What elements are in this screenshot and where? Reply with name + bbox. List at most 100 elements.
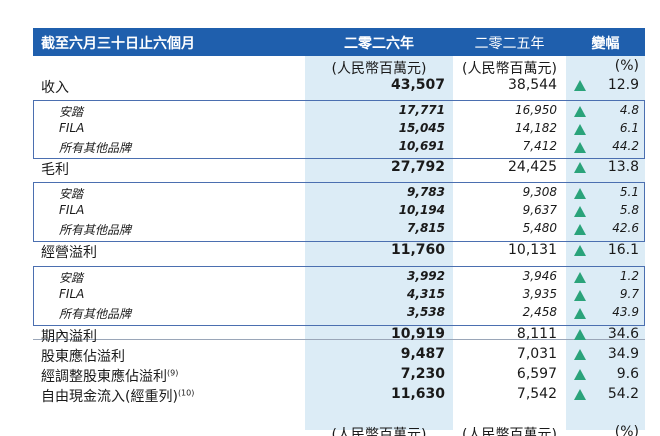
row-label: 自由現金流入(經重列)(10) xyxy=(41,386,194,406)
row-label-text: 所有其他品牌 xyxy=(59,223,132,237)
up-arrow-icon xyxy=(574,224,586,235)
cut-unit-2025: (人民幣百萬元) xyxy=(462,427,557,436)
change-percent: 4.8 xyxy=(619,103,639,117)
value-2025: 3,946 xyxy=(522,269,557,283)
table-row: 股東應佔溢利 9,487 7,031 34.9 xyxy=(33,346,645,366)
value-2025: 24,425 xyxy=(508,159,557,175)
up-arrow-icon xyxy=(574,290,586,301)
value-2025: 8,111 xyxy=(516,326,557,342)
value-2025: 6,597 xyxy=(516,366,557,382)
table-row: 所有其他品牌 10,691 7,412 44.2 xyxy=(33,139,645,157)
table-row: FILA 4,315 3,935 9.7 xyxy=(33,287,645,305)
up-arrow-icon xyxy=(574,349,586,360)
row-label-text: 期內溢利 xyxy=(41,329,97,345)
table-row: FILA 15,045 14,182 6.1 xyxy=(33,121,645,139)
row-label: 期內溢利 xyxy=(41,326,97,346)
up-arrow-icon xyxy=(574,206,586,217)
value-2026: 10,691 xyxy=(398,139,445,153)
cut-unit-2026: (人民幣百萬元) xyxy=(331,427,427,436)
value-2026: 3,992 xyxy=(407,269,445,283)
row-label: 經營溢利 xyxy=(41,242,97,262)
row-label-text: FILA xyxy=(59,287,85,301)
value-2026: 9,783 xyxy=(407,185,445,199)
up-arrow-icon xyxy=(574,142,586,153)
value-2025: 9,308 xyxy=(522,185,557,199)
table-row: 自由現金流入(經重列)(10) 11,630 7,542 54.2 xyxy=(33,386,645,406)
value-2025: 10,131 xyxy=(508,242,557,258)
table-row: FILA 10,194 9,637 5.8 xyxy=(33,203,645,221)
row-label-text: 毛利 xyxy=(41,162,69,178)
table-row: 經營溢利 11,760 10,131 16.1 xyxy=(33,242,645,262)
value-2025: 2,458 xyxy=(522,305,557,319)
up-arrow-icon xyxy=(574,162,586,173)
row-label-text: 安踏 xyxy=(59,105,84,119)
value-2026: 9,487 xyxy=(400,346,445,362)
table-row: 收入 43,507 38,544 12.9 xyxy=(33,77,645,96)
value-2026: 15,045 xyxy=(398,121,445,135)
change-percent: 9.6 xyxy=(616,366,639,382)
table-header: 截至六月三十日止六個月 二零二六年 二零二五年 變幅 xyxy=(33,28,645,56)
unit-change: (%) xyxy=(614,58,639,74)
row-label-text: 自由現金流入(經重列) xyxy=(41,389,178,405)
table-row: 安踏 17,771 16,950 4.8 xyxy=(33,103,645,121)
change-percent: 1.2 xyxy=(619,269,639,283)
value-2026: 17,771 xyxy=(398,103,445,117)
change-percent: 54.2 xyxy=(607,386,639,402)
value-2025: 7,412 xyxy=(522,139,557,153)
value-2025: 9,637 xyxy=(522,203,557,217)
value-2025: 3,935 xyxy=(522,287,557,301)
row-label-text: FILA xyxy=(59,121,85,135)
up-arrow-icon xyxy=(574,245,586,256)
value-2025: 38,544 xyxy=(508,77,557,93)
up-arrow-icon xyxy=(574,188,586,199)
up-arrow-icon xyxy=(574,308,586,319)
value-2025: 14,182 xyxy=(515,121,557,135)
value-2026: 11,630 xyxy=(390,386,445,402)
value-2026: 7,815 xyxy=(407,221,445,235)
table-row: 毛利 27,792 24,425 13.8 xyxy=(33,159,645,178)
value-2025: 7,542 xyxy=(516,386,557,402)
change-percent: 44.2 xyxy=(612,139,639,153)
row-label: 所有其他品牌 xyxy=(59,305,131,322)
row-label-text: 股東應佔溢利 xyxy=(41,349,125,365)
change-percent: 16.1 xyxy=(607,242,639,258)
change-percent: 13.8 xyxy=(607,159,639,175)
table-row: 期內溢利 10,919 8,111 34.6 xyxy=(33,326,645,346)
row-label-text: 所有其他品牌 xyxy=(59,141,132,155)
row-label-text: 經營溢利 xyxy=(41,245,97,261)
footnote-marker: (10) xyxy=(177,388,195,398)
grossprofit-brand-box xyxy=(33,182,645,242)
up-arrow-icon xyxy=(574,369,586,380)
cut-unit-change: (%) xyxy=(614,424,639,436)
table-row: 安踏 3,992 3,946 1.2 xyxy=(33,269,645,287)
row-label: 所有其他品牌 xyxy=(59,139,131,156)
change-percent: 6.1 xyxy=(619,121,639,135)
up-arrow-icon xyxy=(574,389,586,400)
change-percent: 5.1 xyxy=(619,185,639,199)
up-arrow-icon xyxy=(574,80,586,91)
header-year-2025: 二零二五年 xyxy=(474,36,545,52)
table-row: 所有其他品牌 7,815 5,480 42.6 xyxy=(33,221,645,239)
value-2026: 3,538 xyxy=(407,305,445,319)
revenue-brand-box xyxy=(33,100,645,159)
up-arrow-icon xyxy=(574,124,586,135)
row-label: FILA xyxy=(59,287,84,301)
section-divider xyxy=(33,339,645,340)
value-2026: 11,760 xyxy=(390,242,445,258)
row-label: 安踏 xyxy=(59,185,83,202)
row-label-text: 安踏 xyxy=(59,187,84,201)
value-2026: 43,507 xyxy=(390,77,445,93)
row-label: 股東應佔溢利 xyxy=(41,346,125,366)
row-label: FILA xyxy=(59,203,84,217)
up-arrow-icon xyxy=(574,272,586,283)
value-2025: 5,480 xyxy=(522,221,557,235)
unit-2026: (人民幣百萬元) xyxy=(331,61,427,77)
column-2026-highlight xyxy=(305,28,453,430)
row-label: 經調整股東應佔溢利(9) xyxy=(41,366,178,386)
footnote-marker: (9) xyxy=(167,368,179,378)
row-label: 安踏 xyxy=(59,103,83,120)
unit-2025: (人民幣百萬元) xyxy=(462,61,557,77)
row-label: 所有其他品牌 xyxy=(59,221,131,238)
row-label: 安踏 xyxy=(59,269,83,286)
value-2026: 10,194 xyxy=(398,203,445,217)
